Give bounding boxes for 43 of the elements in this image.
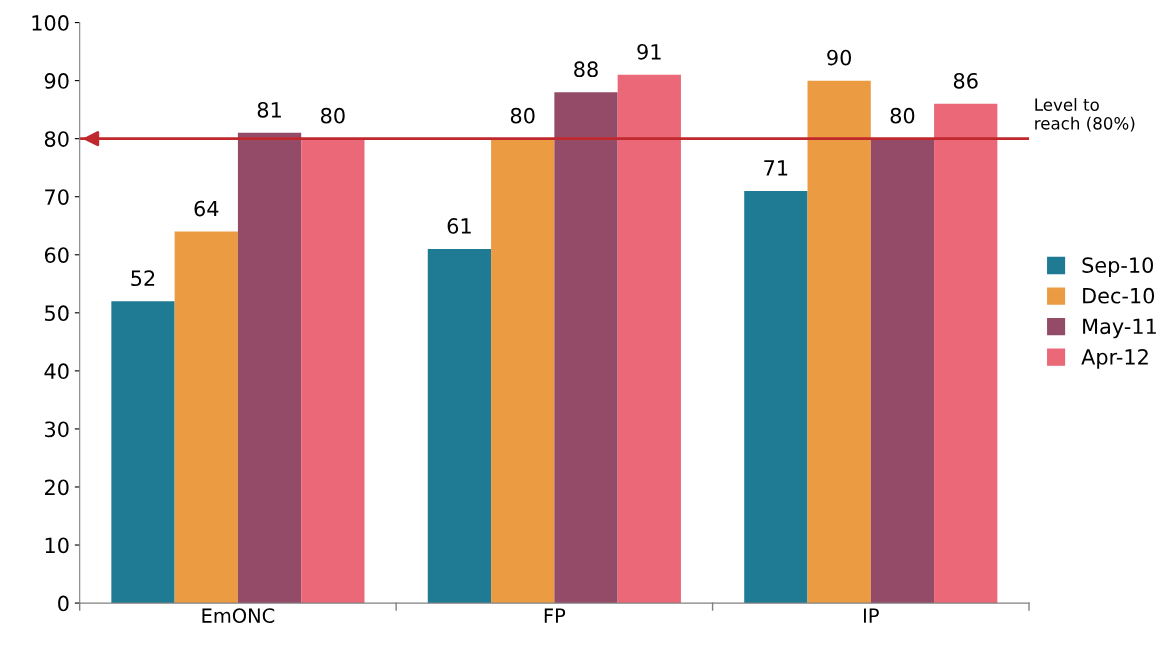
- y-tick-label: 90: [44, 73, 69, 89]
- data-label: 81: [257, 101, 281, 118]
- y-tick-label: 40: [44, 363, 69, 380]
- data-label: 80: [890, 107, 915, 124]
- data-label: 52: [131, 270, 155, 287]
- x-tick-label: IP: [863, 608, 879, 623]
- y-tick-label: 50: [45, 305, 69, 322]
- legend-label: Dec-10: [1083, 287, 1155, 304]
- x-tick-label: FP: [544, 608, 566, 623]
- data-label: 91: [637, 43, 661, 60]
- y-tick-label: 70: [45, 189, 69, 205]
- y-tick-label: 30: [45, 421, 69, 438]
- bar: [554, 92, 618, 604]
- legend-label: Sep-10: [1082, 257, 1154, 278]
- data-label: 88: [574, 61, 598, 78]
- data-label: 61: [447, 218, 471, 234]
- data-label: 90: [827, 49, 852, 66]
- bar: [617, 74, 681, 604]
- y-tick-label: 20: [44, 479, 69, 496]
- bar: [427, 248, 492, 604]
- legend-label: Apr-12: [1081, 348, 1148, 369]
- ref-line-label: Level to reach (80%): [1035, 98, 1135, 132]
- y-tick-label: 10: [45, 537, 69, 554]
- y-tick-label: 80: [44, 131, 69, 147]
- data-label: 71: [764, 160, 788, 176]
- bar: [491, 138, 555, 604]
- bar: [301, 138, 365, 604]
- y-tick-label: 0: [58, 595, 69, 612]
- data-label: 64: [194, 200, 219, 217]
- bar: [807, 80, 871, 604]
- x-tick-label: EmONC: [202, 608, 275, 623]
- y-tick-label: 100: [32, 15, 69, 31]
- data-label: 80: [510, 107, 535, 124]
- bar: [934, 103, 998, 604]
- bar: [111, 301, 175, 604]
- bar: [870, 138, 935, 604]
- bar: [174, 231, 238, 604]
- bar: [744, 190, 808, 604]
- data-label: 80: [321, 107, 345, 124]
- y-tick-label: 60: [44, 247, 69, 263]
- bar: [237, 132, 302, 604]
- legend-label: May-11: [1083, 318, 1156, 339]
- data-label: 86: [953, 72, 978, 89]
